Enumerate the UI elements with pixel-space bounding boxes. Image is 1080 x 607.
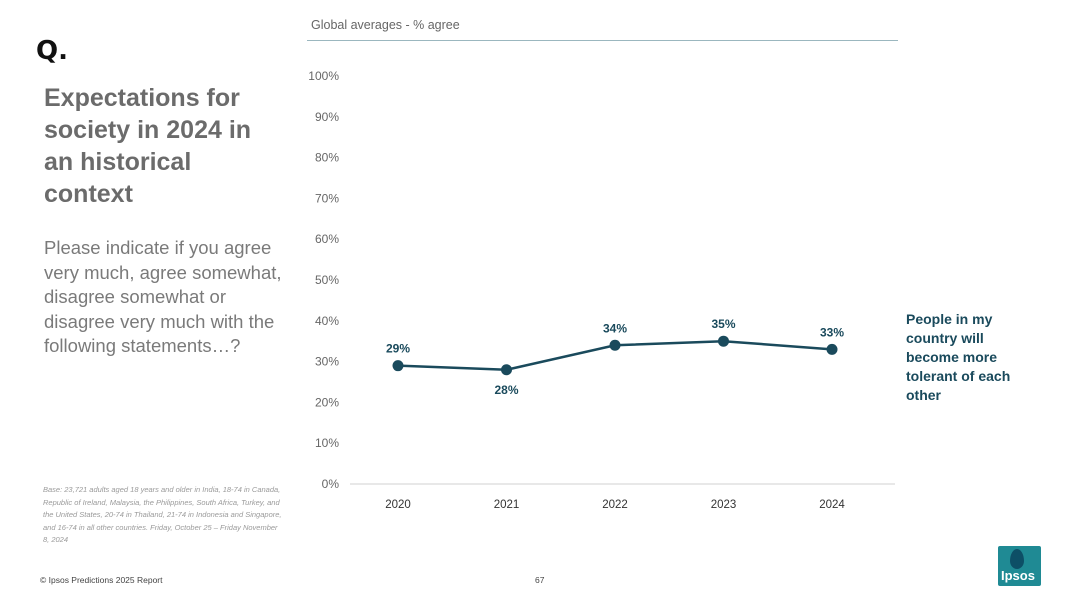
data-label: 29% xyxy=(386,342,410,356)
logo-text: Ipsos xyxy=(1001,568,1035,583)
x-tick-label: 2021 xyxy=(494,499,520,511)
x-tick-label: 2024 xyxy=(819,499,845,511)
data-point xyxy=(501,364,512,376)
y-tick-label: 0% xyxy=(322,477,340,491)
y-tick-label: 80% xyxy=(315,151,339,165)
data-label: 28% xyxy=(494,383,518,397)
data-point xyxy=(392,360,404,372)
x-tick-label: 2023 xyxy=(711,499,737,511)
question-text: Please indicate if you agree very much, … xyxy=(44,237,282,356)
data-label: 34% xyxy=(603,321,627,335)
y-tick-label: 90% xyxy=(315,110,339,124)
base-note: Base: 23,721 adults aged 18 years and ol… xyxy=(43,485,282,544)
y-tick-label: 70% xyxy=(315,191,339,205)
y-tick-label: 50% xyxy=(315,273,339,287)
y-tick-label: 60% xyxy=(315,232,339,246)
data-point xyxy=(718,335,729,347)
page-number: 67 xyxy=(535,575,545,585)
footer-copyright: © Ipsos Predictions 2025 Report xyxy=(40,575,163,585)
data-label: 35% xyxy=(711,317,735,331)
data-point xyxy=(826,343,838,355)
y-tick-label: 40% xyxy=(315,314,339,328)
x-tick-label: 2020 xyxy=(385,499,411,511)
logo-mark: Q. xyxy=(36,36,68,66)
y-tick-label: 10% xyxy=(315,436,339,450)
x-tick-label: 2022 xyxy=(602,499,628,511)
data-label: 33% xyxy=(820,325,844,339)
y-tick-label: 20% xyxy=(315,395,339,409)
chart-subtitle-rule xyxy=(307,40,898,41)
chart-subtitle: Global averages - % agree xyxy=(311,18,460,32)
page-title: Expectations for society in 2024 in an h… xyxy=(44,84,252,208)
data-point xyxy=(609,339,621,351)
y-tick-label: 30% xyxy=(315,355,339,369)
leaf-icon xyxy=(1010,549,1024,569)
ipsos-logo: Ipsos xyxy=(998,546,1041,586)
y-tick-label: 100% xyxy=(308,69,339,83)
series-label: People in my country will become more to… xyxy=(906,311,1011,403)
